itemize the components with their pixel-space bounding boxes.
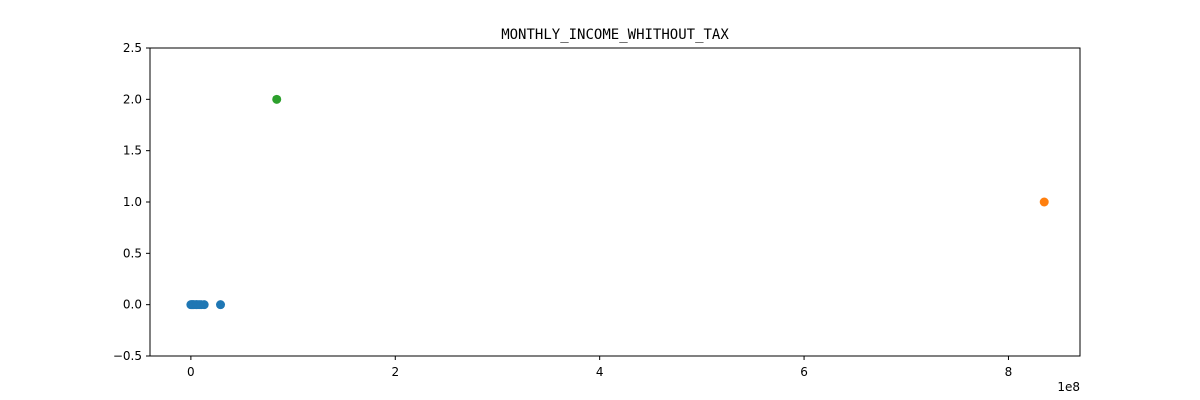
data-point <box>272 94 282 104</box>
chart-title: MONTHLY_INCOME_WHITHOUT_TAX <box>501 27 729 43</box>
x-tick-label: 2 <box>391 365 399 379</box>
y-tick-label: 1.0 <box>123 195 142 209</box>
plot-frame <box>149 47 1081 357</box>
y-tick-label: 0.0 <box>123 298 142 312</box>
y-tick-label: 2.5 <box>123 41 142 55</box>
y-tick-label: 1.5 <box>123 144 142 158</box>
y-tick-label: −0.5 <box>113 349 142 363</box>
data-point <box>199 300 209 310</box>
y-tick-label: 2.0 <box>123 92 142 106</box>
data-point <box>216 300 226 310</box>
x-tick-label: 6 <box>800 365 808 379</box>
y-tick-label: 0.5 <box>123 246 142 260</box>
x-tick-label: 8 <box>1005 365 1013 379</box>
plot-area: 0 2 4 6 8 −0.5 0.0 0.5 1.0 1.5 2.0 2.5 <box>113 41 1081 379</box>
x-tick-label: 4 <box>596 365 604 379</box>
data-point <box>1039 197 1049 207</box>
x-axis-offset-label: 1e8 <box>1057 380 1080 394</box>
x-tick-label: 0 <box>187 365 195 379</box>
